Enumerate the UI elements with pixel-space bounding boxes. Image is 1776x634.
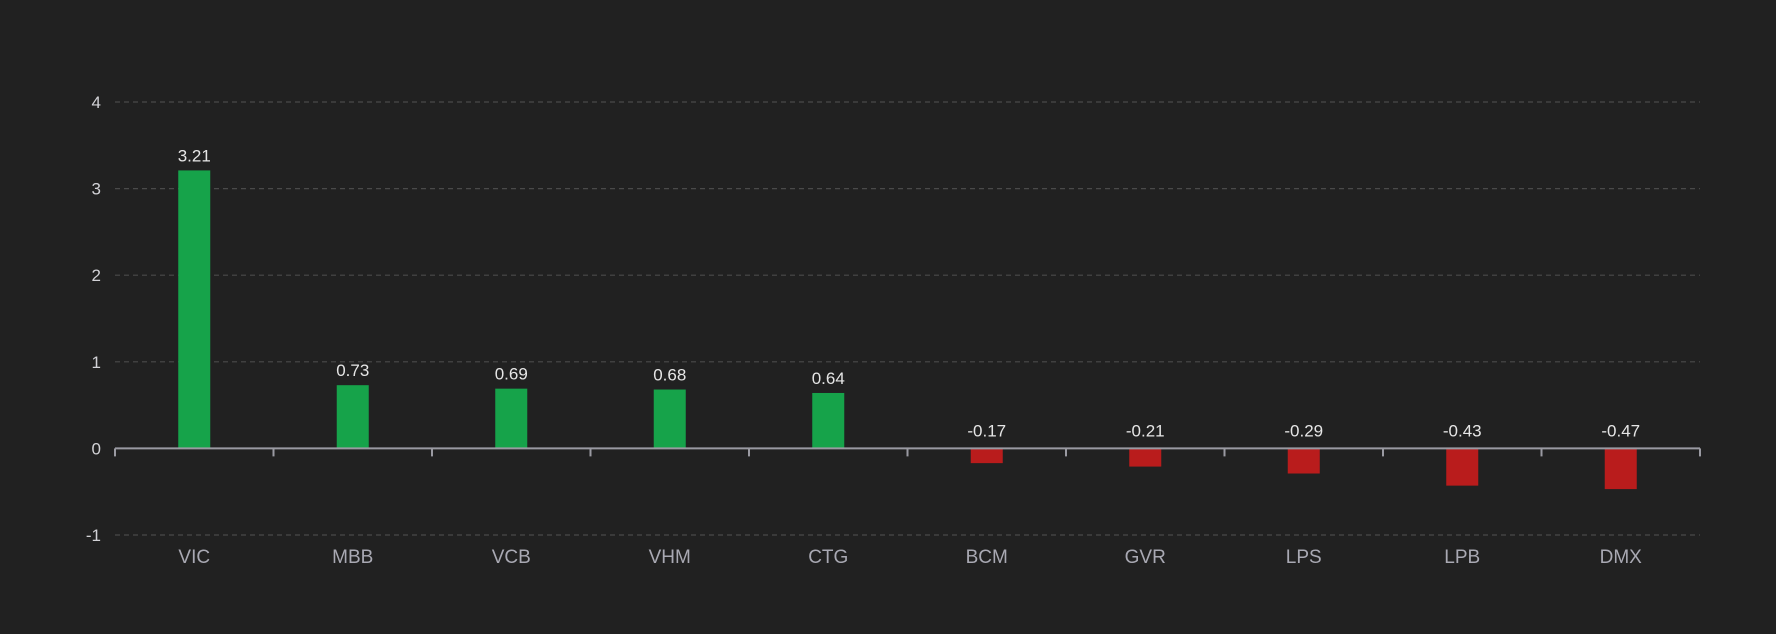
x-tick-label: CTG (808, 547, 848, 568)
x-axis-labels: VIC MBB VCB VHM CTG BCM GVR LPS LPB DMX (178, 547, 1642, 568)
bar-lps[interactable] (1287, 448, 1320, 474)
data-label: 0.68 (653, 366, 686, 385)
x-tick-label: VIC (178, 547, 210, 568)
data-label: -0.17 (967, 421, 1006, 440)
bars (178, 170, 1637, 490)
x-axis (114, 447, 1701, 457)
x-tick-label: MBB (332, 547, 373, 568)
x-tick-label: LPB (1444, 547, 1480, 568)
data-label: -0.47 (1601, 421, 1640, 440)
data-label: 0.73 (336, 361, 369, 380)
bar-bcm[interactable] (970, 448, 1003, 464)
y-tick-label: 0 (92, 439, 101, 458)
y-axis: 4 3 2 1 0 -1 (86, 93, 101, 545)
data-label: 3.21 (178, 146, 211, 165)
y-tick-label: 2 (92, 266, 101, 285)
x-tick-label: LPS (1286, 547, 1322, 568)
x-tick-label: BCM (966, 547, 1008, 568)
bar-ctg[interactable] (812, 392, 845, 449)
x-tick-label: DMX (1600, 547, 1643, 568)
data-label: -0.21 (1126, 421, 1165, 440)
y-tick-label: 4 (92, 93, 101, 112)
data-labels: 3.21 0.73 0.69 0.68 0.64 -0.17 -0.21 -0.29 -0.43… (178, 146, 1640, 440)
bar-gvr[interactable] (1129, 448, 1162, 467)
grid-lines (115, 101, 1700, 536)
data-label: 0.64 (812, 369, 845, 388)
data-label: -0.43 (1443, 421, 1482, 440)
y-tick-label: 1 (92, 353, 101, 372)
data-label: -0.29 (1284, 421, 1323, 440)
bar-mbb[interactable] (336, 385, 369, 449)
x-tick-label: VHM (649, 547, 691, 568)
bar-lpb[interactable] (1446, 448, 1479, 486)
y-tick-label: 3 (92, 180, 101, 199)
bar-vhm[interactable] (653, 389, 686, 449)
x-tick-label: VCB (492, 547, 531, 568)
x-tick-label: GVR (1125, 547, 1166, 568)
bar-vcb[interactable] (495, 388, 528, 449)
data-label: 0.69 (495, 365, 528, 384)
y-tick-label: -1 (86, 526, 101, 545)
bar-dmx[interactable] (1604, 448, 1637, 490)
bar-vic[interactable] (178, 170, 211, 449)
